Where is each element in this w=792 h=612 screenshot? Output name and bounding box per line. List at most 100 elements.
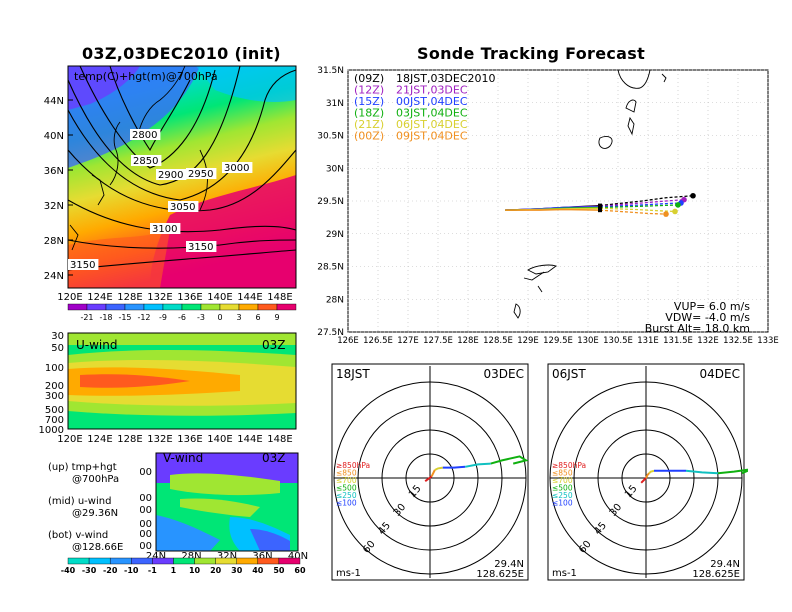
track-lat-tick: 27.5N xyxy=(317,328,344,338)
wind-colorbar-swatch xyxy=(67,557,90,565)
v-x-tick: 40N xyxy=(288,551,308,560)
wind-colorbar-swatch xyxy=(257,557,280,565)
map-lon-tick: 132E xyxy=(147,292,172,303)
hodograph-units: ms-1 xyxy=(552,568,577,579)
v-x-tick: 36N xyxy=(252,551,272,560)
track-descent-line xyxy=(599,207,676,213)
map-lon-tick: 144E xyxy=(237,292,262,303)
u-x-tick: 132E xyxy=(147,434,172,445)
track-lon-tick: 129E xyxy=(517,336,539,346)
map-colorbar-tick: 0 xyxy=(217,313,222,322)
hodograph-lon: 128.625E xyxy=(476,569,524,580)
u-x-tick: 136E xyxy=(177,434,202,445)
track-lon-tick: 127.5E xyxy=(423,336,453,346)
wind-colorbar-tick: 50 xyxy=(273,566,285,575)
track-landing-point xyxy=(675,202,681,208)
hodograph-lat: 29.4N xyxy=(710,559,740,570)
track-burst-point xyxy=(598,208,602,213)
map-lat-tick: 44N xyxy=(44,96,64,107)
track-lat-tick: 28.5N xyxy=(317,263,344,273)
track-landing-point xyxy=(690,192,696,199)
map-lat-tick: 40N xyxy=(44,131,64,142)
main-title: Sonde Tracking Forecast xyxy=(417,44,646,63)
hodograph-level: ≤700 xyxy=(336,476,357,485)
map-colorbar-tick: -15 xyxy=(118,313,131,322)
map-colorbar-swatch xyxy=(67,303,88,311)
hodograph-trace xyxy=(465,462,491,468)
u-y-tick: 300 xyxy=(45,391,64,402)
hodograph-trace xyxy=(424,475,433,482)
hodograph-level: ≤700 xyxy=(552,476,573,485)
note-mid-1: (mid) u-wind xyxy=(48,496,112,507)
map-colorbar-tick: -12 xyxy=(137,313,150,322)
contour-label: 2850 xyxy=(133,156,158,167)
u-x-tick: 148E xyxy=(267,434,292,445)
map-colorbar-swatch xyxy=(143,303,164,311)
track-lon-tick: 128.5E xyxy=(483,336,513,346)
map-lon-tick: 140E xyxy=(207,292,232,303)
contour-label: 3000 xyxy=(224,163,249,174)
hodograph-lat: 29.4N xyxy=(494,559,524,570)
wind-colorbar-swatch xyxy=(152,557,174,565)
wind-colorbar-swatch xyxy=(215,557,237,565)
hodograph-units: ms-1 xyxy=(336,568,361,579)
track-landing-point xyxy=(672,208,678,215)
hodograph-trace xyxy=(717,468,748,475)
wind-colorbar-swatch xyxy=(173,557,195,565)
legend-label: 03JST,04DEC xyxy=(396,107,468,120)
map-colorbar-swatch xyxy=(124,303,145,311)
hodograph-trace xyxy=(648,469,655,474)
vup-param: VUP= 6.0 m/s xyxy=(674,300,750,313)
v-wind-time: 03Z xyxy=(262,451,286,465)
map-lon-tick: 120E xyxy=(57,292,82,303)
map-lon-tick: 148E xyxy=(267,292,292,303)
contour-label: 3050 xyxy=(170,202,195,213)
contour-label-bg xyxy=(186,168,217,179)
track-lat-tick: 30N xyxy=(326,164,344,174)
track-lat-tick: 28N xyxy=(326,295,344,305)
map-colorbar-tick: -18 xyxy=(99,313,112,322)
track-lon-tick: 129.5E xyxy=(543,336,573,346)
hodograph-level: ≤100 xyxy=(552,499,573,508)
wind-colorbar-tick: 60 xyxy=(294,566,306,575)
hodograph-trace xyxy=(490,455,529,465)
v-wind-label: V-wind xyxy=(163,451,204,465)
hodograph-level: ≤850 xyxy=(336,469,357,478)
u-wind-time: 03Z xyxy=(262,338,286,352)
track-descent-line xyxy=(599,204,679,209)
hodograph-level: ≥850hPa xyxy=(552,461,586,470)
legend-label: 09JST,04DEC xyxy=(396,130,468,143)
hodograph-date: 04DEC xyxy=(700,367,740,381)
wind-colorbar-tick: 20 xyxy=(210,566,222,575)
v-y-tick: 700 xyxy=(140,529,152,540)
wind-colorbar-swatch xyxy=(194,557,216,565)
legend-code: (21Z) xyxy=(354,118,384,131)
contour-label: 3150 xyxy=(188,242,213,253)
hodograph-trace xyxy=(640,477,647,484)
u-y-tick: 1000 xyxy=(39,425,64,436)
track-lon-tick: 127E xyxy=(397,336,419,346)
u-x-tick: 140E xyxy=(207,434,232,445)
wind-colorbar-tick: -40 xyxy=(61,566,76,575)
contour-label-bg xyxy=(186,241,217,252)
contour-label: 2900 xyxy=(158,170,183,181)
map-colorbar-tick: -6 xyxy=(178,313,186,322)
hodograph-trace xyxy=(442,465,466,469)
map-colorbar-tick: -9 xyxy=(159,313,167,322)
map-lon-tick: 136E xyxy=(177,292,202,303)
legend-label: 00JST,04DEC xyxy=(396,95,468,108)
track-lon-tick: 128E xyxy=(457,336,479,346)
contour-label-bg xyxy=(130,129,161,140)
u-y-tick: 500 xyxy=(45,405,64,416)
note-up-1: (up) tmp+hgt xyxy=(48,462,117,473)
track-lon-tick: 133E xyxy=(757,336,779,346)
track-descent-line xyxy=(599,195,694,207)
u-y-tick: 700 xyxy=(45,415,64,426)
legend-code: (12Z) xyxy=(354,84,384,97)
legend-code: (18Z) xyxy=(354,107,384,120)
track-lon-tick: 131E xyxy=(637,336,659,346)
u-wind-label: U-wind xyxy=(76,338,118,352)
u-y-tick: 100 xyxy=(45,363,64,374)
wind-colorbar-swatch xyxy=(278,557,301,565)
